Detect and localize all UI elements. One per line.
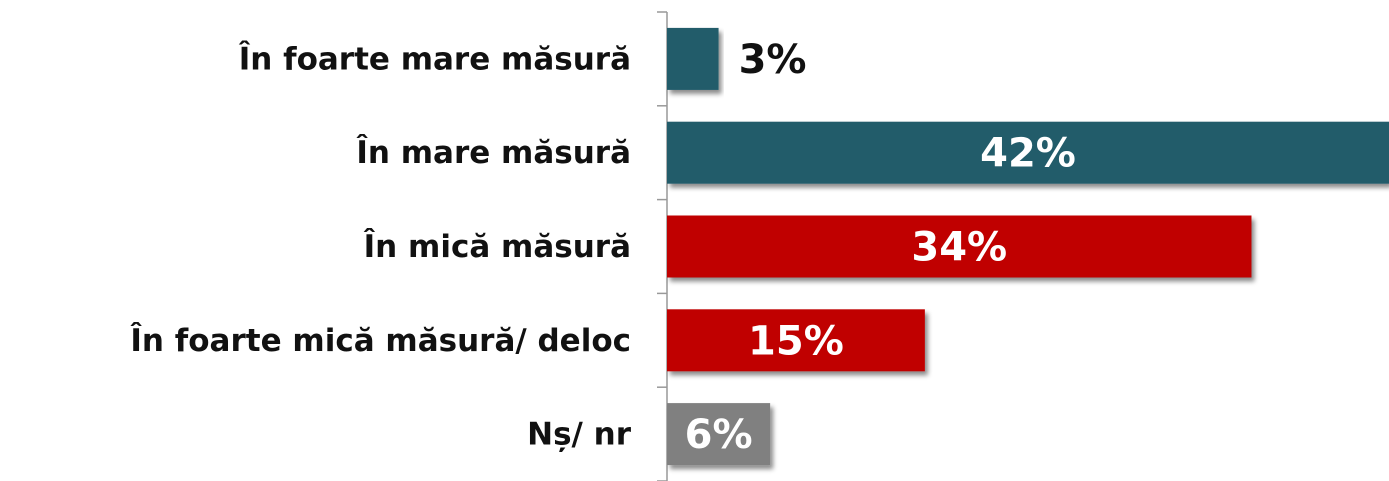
bar: [667, 309, 925, 372]
bar: [667, 121, 1389, 184]
value-label: 6%: [685, 412, 753, 458]
bar: [667, 215, 1252, 278]
category-label: În mică măsură: [364, 229, 631, 265]
category-label: Nș/ nr: [527, 417, 632, 453]
value-label: 3%: [739, 37, 807, 83]
value-label: 34%: [911, 225, 1007, 271]
category-label: În foarte mare măsură: [239, 41, 631, 77]
value-label: 42%: [980, 131, 1076, 177]
category-label: În mare măsură: [356, 135, 631, 171]
bar: [667, 27, 719, 90]
value-label: 15%: [748, 318, 844, 364]
category-label: În foarte mică măsură/ deloc: [130, 323, 631, 359]
bar: [667, 403, 771, 466]
